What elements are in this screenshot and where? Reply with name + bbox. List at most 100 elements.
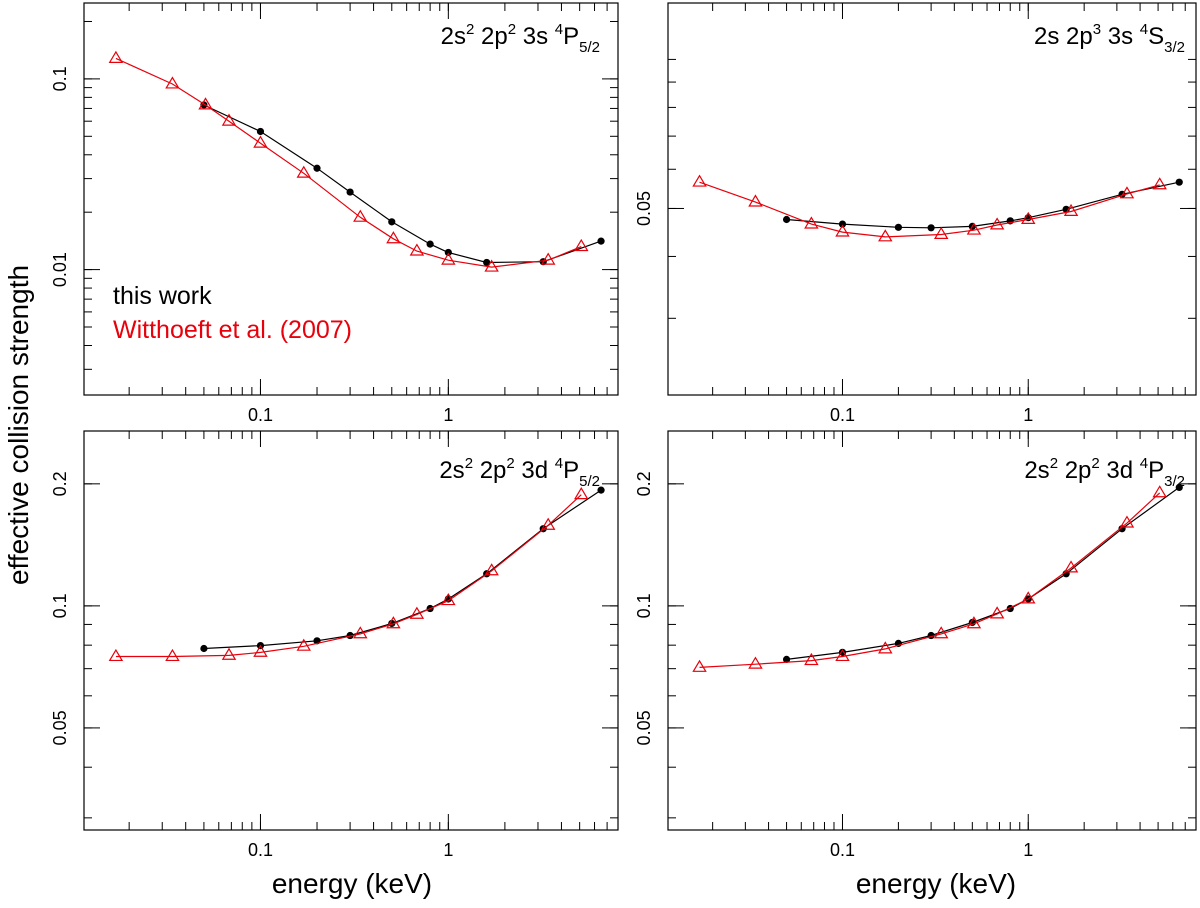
- x-tick-label: 1: [1023, 405, 1033, 425]
- data-point-triangle: [253, 135, 268, 148]
- data-point-triangle: [989, 606, 1005, 619]
- legend-this-work: this work: [113, 282, 212, 310]
- data-point-triangle: [1063, 560, 1079, 573]
- data-point-triangle: [574, 487, 589, 500]
- data-point-triangle: [409, 243, 425, 256]
- data-point-circle: [782, 215, 791, 224]
- data-point-triangle: [748, 194, 763, 207]
- x-tick-label: 1: [443, 840, 453, 860]
- data-point-circle: [838, 220, 847, 228]
- series-line: [115, 57, 582, 268]
- data-point-triangle: [878, 229, 893, 242]
- data-point-triangle: [804, 216, 819, 229]
- x-tick-label: 0.1: [830, 405, 855, 425]
- data-point-triangle: [253, 644, 268, 657]
- series-line: [786, 486, 1180, 660]
- plot-frame: [667, 430, 1197, 831]
- x-tick-label: 1: [1023, 840, 1033, 860]
- data-point-triangle: [386, 616, 401, 629]
- data-point-triangle: [835, 648, 850, 662]
- series-this-work: [782, 483, 1183, 663]
- series-line: [203, 104, 602, 264]
- x-tick-label: 0.1: [248, 405, 273, 425]
- data-point-circle: [894, 223, 903, 231]
- x-axis-label-left: energy (keV): [272, 868, 432, 899]
- data-point-triangle: [198, 97, 213, 110]
- data-point-triangle: [1152, 177, 1167, 190]
- data-point-triangle: [353, 626, 368, 639]
- data-point-circle: [597, 237, 605, 245]
- x-axis-label-right: energy (keV): [856, 868, 1016, 899]
- y-axis-label: effective collision strength: [3, 265, 34, 585]
- series-this-work: [200, 101, 605, 267]
- data-point-triangle: [878, 641, 893, 654]
- data-point-triangle: [574, 238, 589, 252]
- data-point-triangle: [221, 113, 237, 126]
- data-point-triangle: [296, 638, 311, 651]
- series-line: [115, 494, 582, 658]
- data-point-circle: [597, 486, 605, 494]
- data-point-circle: [483, 258, 491, 267]
- data-point-triangle: [108, 50, 124, 63]
- plot-frame: [667, 2, 1197, 396]
- data-point-triangle: [933, 626, 949, 639]
- data-point-triangle: [540, 252, 556, 265]
- panel-2: 0.1 1 0.05 2s 2p3 3s 4S3/2: [634, 2, 1197, 425]
- data-point-triangle: [1021, 211, 1036, 224]
- data-point-triangle: [108, 648, 124, 662]
- data-point-circle: [1175, 483, 1183, 491]
- series-this-work: [782, 178, 1183, 232]
- series-line: [786, 181, 1180, 229]
- data-point-triangle: [1152, 485, 1167, 498]
- series-this-work: [200, 486, 605, 653]
- plot-frame: [83, 2, 619, 396]
- y-tick-label: 0.2: [50, 471, 70, 496]
- panel-4: 0.1 1 0.05 0.1 0.2 2s2 2p2 3d 4P3/2: [634, 430, 1197, 860]
- data-point-triangle: [1119, 186, 1135, 199]
- data-point-circle: [346, 188, 354, 196]
- panel-title: 2s2 2p2 3d 4P3/2: [1024, 455, 1185, 490]
- data-point-circle: [388, 218, 396, 226]
- legend-witthoeft: Witthoeft et al. (2007): [113, 316, 352, 344]
- series-witthoeft: [692, 485, 1167, 672]
- data-point-circle: [200, 644, 208, 653]
- panel-3: 0.1 1 0.05 0.1 0.2 2s2 2p2 3d 4P5/2: [50, 430, 619, 860]
- y-tick-label: 0.05: [634, 191, 654, 226]
- panel-1: 0.1 1 0.01 0.1 2s2 2p2 3s 4P5/2: [50, 2, 619, 425]
- data-point-triangle: [165, 76, 180, 89]
- data-point-triangle: [441, 252, 456, 265]
- y-tick-label: 0.05: [634, 710, 654, 745]
- x-tick-label: 0.1: [248, 840, 273, 860]
- panel-title: 2s2 2p2 3d 4P5/2: [439, 455, 600, 490]
- data-point-triangle: [966, 222, 982, 235]
- data-point-circle: [426, 240, 434, 248]
- y-tick-label: 0.05: [50, 710, 70, 745]
- y-tick-label: 0.01: [50, 252, 70, 287]
- data-point-circle: [256, 127, 265, 136]
- x-tick-label: 0.1: [830, 840, 855, 860]
- panel-title: 2s2 2p2 3s 4P5/2: [441, 21, 600, 56]
- data-point-triangle: [353, 209, 368, 222]
- data-point-triangle: [933, 226, 949, 239]
- panel-title: 2s 2p3 3s 4S3/2: [1034, 21, 1185, 56]
- data-point-circle: [444, 248, 452, 257]
- series-witthoeft: [108, 50, 589, 272]
- data-point-circle: [927, 224, 935, 232]
- data-point-circle: [1175, 178, 1183, 186]
- data-point-triangle: [386, 231, 401, 244]
- data-point-triangle: [484, 563, 499, 576]
- data-point-triangle: [221, 647, 237, 660]
- data-point-triangle: [989, 217, 1005, 230]
- series-line: [203, 489, 602, 650]
- data-point-triangle: [540, 517, 556, 530]
- series-line: [699, 492, 1161, 668]
- data-point-circle: [782, 655, 791, 663]
- data-point-triangle: [804, 652, 819, 666]
- data-point-triangle: [748, 656, 763, 669]
- data-point-triangle: [1063, 203, 1079, 216]
- legend: this work Witthoeft et al. (2007): [113, 282, 352, 344]
- y-tick-label: 0.1: [634, 593, 654, 618]
- data-point-triangle: [1021, 591, 1036, 604]
- data-point-triangle: [484, 259, 499, 272]
